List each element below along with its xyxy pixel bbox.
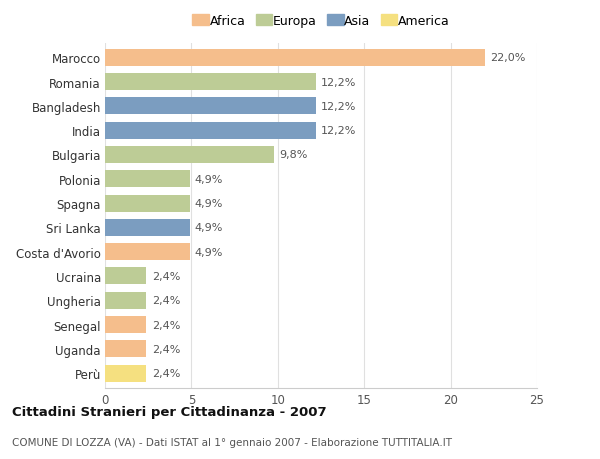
Text: 4,9%: 4,9% <box>195 174 223 185</box>
Bar <box>105 146 274 163</box>
Text: Cittadini Stranieri per Cittadinanza - 2007: Cittadini Stranieri per Cittadinanza - 2… <box>12 405 326 419</box>
Text: 4,9%: 4,9% <box>195 247 223 257</box>
Bar <box>105 123 316 140</box>
Text: 4,9%: 4,9% <box>195 223 223 233</box>
Bar <box>105 171 190 188</box>
Bar <box>105 244 190 261</box>
Text: 2,4%: 2,4% <box>152 271 180 281</box>
Bar <box>105 341 146 358</box>
Text: 2,4%: 2,4% <box>152 296 180 306</box>
Bar <box>105 219 190 236</box>
Text: 12,2%: 12,2% <box>321 101 356 112</box>
Bar <box>105 50 485 67</box>
Legend: Africa, Europa, Asia, America: Africa, Europa, Asia, America <box>190 12 452 30</box>
Text: 2,4%: 2,4% <box>152 368 180 378</box>
Text: 9,8%: 9,8% <box>280 150 308 160</box>
Text: 2,4%: 2,4% <box>152 320 180 330</box>
Text: 12,2%: 12,2% <box>321 78 356 87</box>
Bar <box>105 195 190 212</box>
Text: 12,2%: 12,2% <box>321 126 356 136</box>
Bar <box>105 316 146 333</box>
Bar <box>105 268 146 285</box>
Text: 2,4%: 2,4% <box>152 344 180 354</box>
Bar <box>105 292 146 309</box>
Text: COMUNE DI LOZZA (VA) - Dati ISTAT al 1° gennaio 2007 - Elaborazione TUTTITALIA.I: COMUNE DI LOZZA (VA) - Dati ISTAT al 1° … <box>12 437 452 447</box>
Bar <box>105 74 316 91</box>
Text: 4,9%: 4,9% <box>195 199 223 208</box>
Bar <box>105 98 316 115</box>
Bar <box>105 365 146 382</box>
Text: 22,0%: 22,0% <box>490 53 526 63</box>
